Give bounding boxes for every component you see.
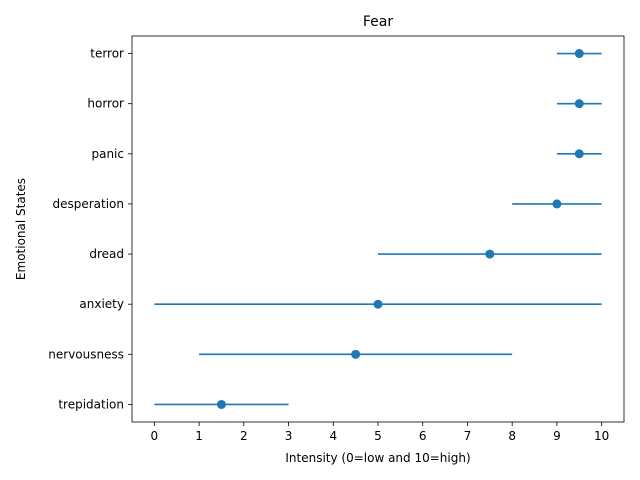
y-tick-label: panic (91, 147, 124, 161)
point-trepidation (216, 399, 226, 409)
point-panic (574, 149, 584, 159)
y-tick-label: anxiety (79, 297, 124, 311)
x-tick-label: 10 (594, 429, 609, 443)
x-tick-label: 1 (195, 429, 203, 443)
plot-frame (131, 35, 625, 423)
y-axis-label: Emotional States (14, 178, 28, 280)
data-marks (154, 49, 602, 409)
y-axis: trepidation nervousness anxiety dread desper… (48, 47, 132, 411)
x-tick-label: 3 (285, 429, 293, 443)
point-desperation (552, 199, 562, 209)
x-axis: 0 1 2 3 4 5 6 7 8 9 10 (151, 422, 609, 443)
x-tick-label: 6 (419, 429, 427, 443)
plot-area (131, 35, 625, 423)
x-tick-label: 0 (151, 429, 159, 443)
y-tick-label: desperation (52, 197, 124, 211)
y-tick-label: dread (89, 247, 124, 261)
x-tick-label: 4 (329, 429, 337, 443)
x-tick-label: 5 (374, 429, 382, 443)
point-dread (485, 249, 495, 259)
point-terror (574, 49, 584, 59)
x-tick-label: 8 (508, 429, 516, 443)
x-tick-label: 9 (553, 429, 561, 443)
y-tick-label: trepidation (58, 397, 124, 411)
point-horror (574, 99, 584, 109)
point-anxiety (373, 299, 383, 309)
x-tick-label: 2 (240, 429, 248, 443)
chart-title: Fear (363, 14, 393, 30)
y-tick-label: terror (90, 47, 124, 61)
point-nervousness (351, 349, 361, 359)
y-tick-label: nervousness (48, 347, 124, 361)
y-tick-label: horror (87, 97, 124, 111)
x-axis-label: Intensity (0=low and 10=high) (285, 451, 470, 465)
x-tick-label: 7 (464, 429, 472, 443)
